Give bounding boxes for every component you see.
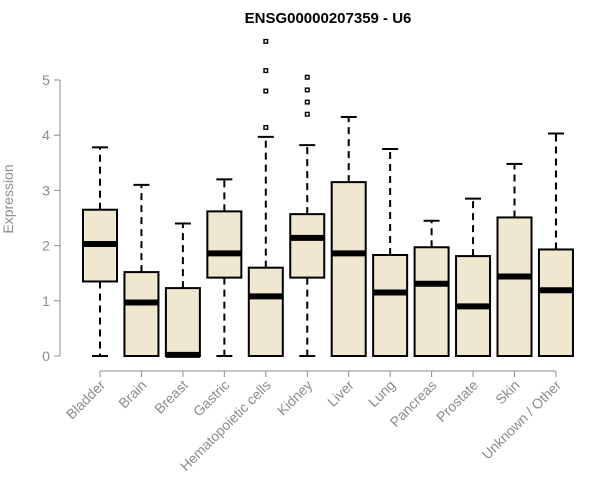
outlier-point [263,38,269,44]
box-iqr [206,210,243,279]
box-4 [247,38,284,357]
y-tick-label: 2 [42,238,50,254]
x-tick-label: Skin [492,377,523,408]
box-0 [82,146,118,357]
box-iqr [537,248,574,358]
chart-title: ENSG00000207359 - U6 [245,10,412,27]
box-1 [123,183,160,358]
box-iqr [413,246,450,357]
x-tick-label: Brain [115,377,149,411]
box-3 [206,178,243,357]
box-7 [372,148,409,357]
box-6 [330,115,367,357]
outlier-point [263,68,269,74]
y-tick-label: 3 [42,182,50,198]
y-tick-label: 0 [42,348,50,364]
box-9 [455,197,492,358]
outlier-point [304,99,310,105]
outlier-point [304,87,310,93]
x-tick-label: Unknown / Other [478,377,564,463]
y-axis: 0 1 2 3 4 5 [42,72,61,364]
box-2 [164,222,201,358]
box-iqr [289,213,326,279]
x-tick-label: Kidney [274,377,316,419]
box-group [82,38,574,358]
x-tick-label: Breast [151,377,191,417]
box-8 [413,219,450,357]
box-10 [496,162,533,357]
box-11 [537,132,574,358]
outlier-point [304,111,310,117]
outlier-point [263,124,269,130]
x-tick-label: Prostate [433,377,481,425]
y-tick-label: 5 [42,72,50,88]
outlier-point [263,88,269,94]
box-iqr [496,216,533,357]
box-5 [289,74,326,357]
y-axis-label: Expression [0,164,16,233]
outlier-point [304,74,310,80]
box-iqr [372,253,409,357]
box-iqr [123,271,160,358]
x-tick-label: Bladder [63,377,109,423]
box-iqr [247,266,284,357]
box-iqr [164,287,201,358]
y-tick-label: 4 [42,127,50,143]
box-iqr [330,181,367,357]
y-tick-label: 1 [42,293,50,309]
x-tick-label: Lung [365,377,398,410]
x-tick-label: Liver [324,377,357,410]
